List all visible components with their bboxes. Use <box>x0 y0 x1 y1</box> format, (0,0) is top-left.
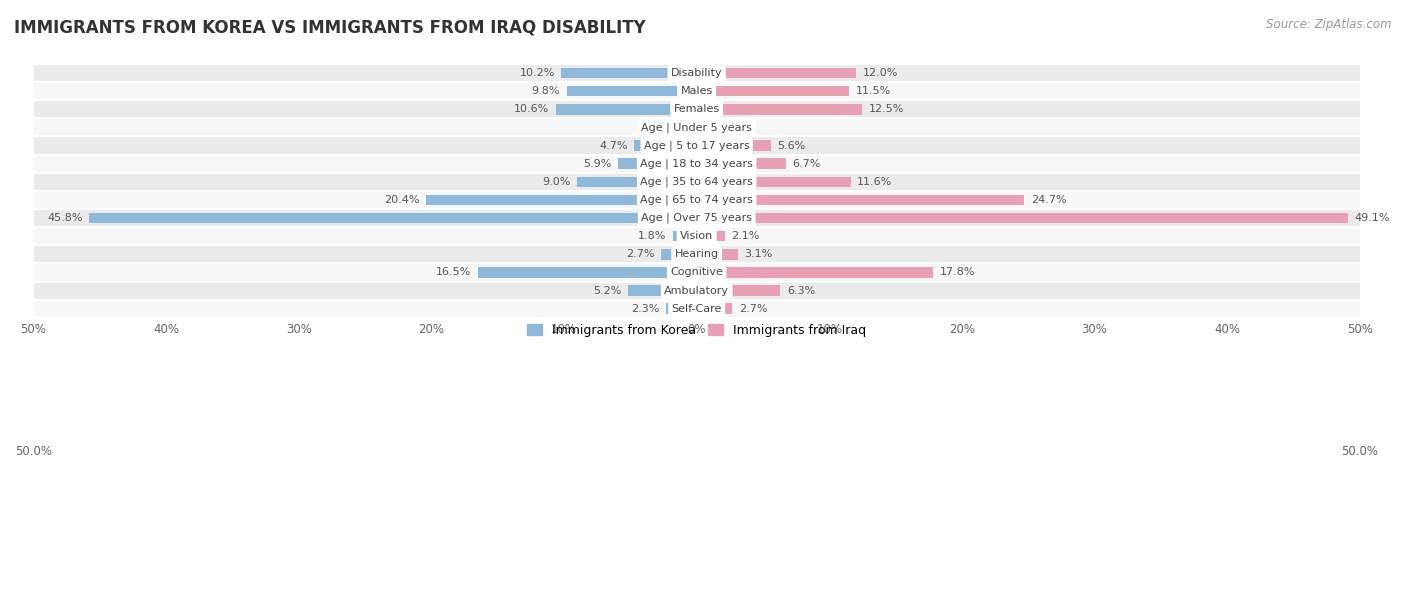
Bar <box>697 86 849 97</box>
Text: 11.6%: 11.6% <box>858 177 893 187</box>
Text: Ambulatory: Ambulatory <box>664 286 730 296</box>
Text: 1.1%: 1.1% <box>647 122 675 132</box>
Text: Hearing: Hearing <box>675 249 718 259</box>
Text: 50.0%: 50.0% <box>15 445 52 458</box>
Bar <box>567 86 697 97</box>
Bar <box>34 82 1360 100</box>
Bar <box>34 300 1360 318</box>
Bar <box>697 159 786 169</box>
Text: 2.7%: 2.7% <box>740 304 768 314</box>
Text: 50.0%: 50.0% <box>1341 445 1378 458</box>
Legend: Immigrants from Korea, Immigrants from Iraq: Immigrants from Korea, Immigrants from I… <box>522 319 872 342</box>
Text: Cognitive: Cognitive <box>671 267 723 277</box>
Text: 6.7%: 6.7% <box>792 159 821 169</box>
Text: IMMIGRANTS FROM KOREA VS IMMIGRANTS FROM IRAQ DISABILITY: IMMIGRANTS FROM KOREA VS IMMIGRANTS FROM… <box>14 18 645 36</box>
Bar <box>89 213 697 223</box>
Bar <box>697 213 1348 223</box>
Text: Age | 35 to 64 years: Age | 35 to 64 years <box>640 176 754 187</box>
Bar <box>682 122 697 133</box>
Bar <box>666 304 697 314</box>
Text: 3.1%: 3.1% <box>744 249 773 259</box>
Bar <box>34 263 1360 282</box>
Bar <box>697 285 780 296</box>
Text: 5.2%: 5.2% <box>593 286 621 296</box>
Text: 49.1%: 49.1% <box>1354 213 1391 223</box>
Bar <box>34 227 1360 245</box>
Bar <box>34 173 1360 191</box>
Text: 2.1%: 2.1% <box>731 231 759 241</box>
Text: 20.4%: 20.4% <box>384 195 419 205</box>
Bar <box>619 159 697 169</box>
Bar <box>697 176 851 187</box>
Bar <box>34 155 1360 173</box>
Bar <box>634 140 697 151</box>
Bar <box>561 68 697 78</box>
Bar <box>697 195 1025 205</box>
Bar <box>34 136 1360 155</box>
Text: 1.1%: 1.1% <box>718 122 747 132</box>
Text: 1.8%: 1.8% <box>638 231 666 241</box>
Text: 5.6%: 5.6% <box>778 141 806 151</box>
Text: 2.3%: 2.3% <box>631 304 659 314</box>
Text: 11.5%: 11.5% <box>856 86 891 96</box>
Text: 2.7%: 2.7% <box>626 249 654 259</box>
Text: 9.0%: 9.0% <box>543 177 571 187</box>
Text: 17.8%: 17.8% <box>939 267 974 277</box>
Text: 9.8%: 9.8% <box>531 86 560 96</box>
Text: Disability: Disability <box>671 68 723 78</box>
Text: Age | Over 75 years: Age | Over 75 years <box>641 213 752 223</box>
Text: 10.2%: 10.2% <box>519 68 555 78</box>
Text: 5.9%: 5.9% <box>583 159 612 169</box>
Bar <box>426 195 697 205</box>
Bar <box>697 267 932 278</box>
Bar <box>697 249 738 259</box>
Text: Age | 65 to 74 years: Age | 65 to 74 years <box>640 195 754 205</box>
Text: Self-Care: Self-Care <box>672 304 721 314</box>
Text: Females: Females <box>673 104 720 114</box>
Text: 4.7%: 4.7% <box>599 141 627 151</box>
Bar <box>34 191 1360 209</box>
Bar <box>34 209 1360 227</box>
Text: Age | 18 to 34 years: Age | 18 to 34 years <box>640 159 754 169</box>
Bar <box>697 104 862 114</box>
Text: 10.6%: 10.6% <box>515 104 550 114</box>
Text: 12.0%: 12.0% <box>862 68 898 78</box>
Text: 6.3%: 6.3% <box>787 286 815 296</box>
Bar <box>34 64 1360 82</box>
Bar <box>627 285 697 296</box>
Text: Age | 5 to 17 years: Age | 5 to 17 years <box>644 140 749 151</box>
Bar <box>697 304 733 314</box>
Bar <box>578 176 697 187</box>
Bar <box>697 140 770 151</box>
Text: 12.5%: 12.5% <box>869 104 904 114</box>
Text: 45.8%: 45.8% <box>46 213 83 223</box>
Text: 16.5%: 16.5% <box>436 267 471 277</box>
Bar <box>697 122 711 133</box>
Bar <box>661 249 697 259</box>
Bar <box>34 100 1360 118</box>
Bar <box>478 267 697 278</box>
Bar <box>34 118 1360 136</box>
Text: 24.7%: 24.7% <box>1031 195 1067 205</box>
Bar <box>673 231 697 242</box>
Bar <box>34 245 1360 263</box>
Bar <box>697 68 856 78</box>
Text: Vision: Vision <box>681 231 713 241</box>
Bar <box>34 282 1360 300</box>
Text: Males: Males <box>681 86 713 96</box>
Text: Age | Under 5 years: Age | Under 5 years <box>641 122 752 133</box>
Bar <box>697 231 724 242</box>
Bar <box>557 104 697 114</box>
Text: Source: ZipAtlas.com: Source: ZipAtlas.com <box>1267 18 1392 31</box>
